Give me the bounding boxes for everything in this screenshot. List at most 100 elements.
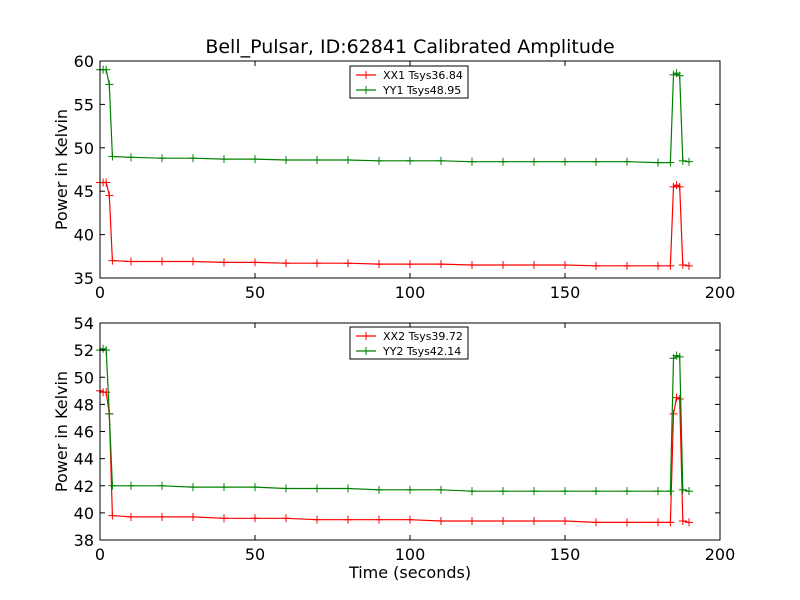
y-tick-label: 48	[74, 395, 94, 414]
data-point	[127, 512, 135, 521]
x-axis-label: Time (seconds)	[348, 563, 471, 582]
legend-label: XX1 Tsys36.84	[383, 69, 463, 82]
data-point	[678, 485, 687, 494]
data-point	[406, 260, 414, 269]
data-point	[678, 260, 687, 269]
data-point	[375, 485, 383, 494]
data-point	[654, 518, 662, 527]
data-point	[675, 394, 684, 403]
y-tick-label: 40	[74, 226, 94, 245]
data-point	[678, 517, 687, 526]
data-point	[158, 512, 166, 521]
y-tick-label: 54	[74, 314, 94, 333]
x-tick-label: 200	[705, 283, 736, 302]
data-point	[561, 487, 569, 496]
data-point	[499, 487, 507, 496]
x-tick-label: 0	[95, 545, 105, 564]
data-point	[127, 257, 135, 266]
legend-item-2: YY1 Tsys48.95	[356, 84, 461, 97]
data-point	[530, 487, 538, 496]
data-point	[108, 152, 117, 161]
data-point	[654, 158, 662, 167]
data-point	[437, 517, 445, 526]
data-point	[158, 154, 166, 163]
y-tick-label: 40	[74, 504, 94, 523]
legend-item-1: XX1 Tsys36.84	[356, 69, 463, 82]
data-point	[666, 261, 675, 270]
data-point	[344, 259, 352, 268]
y-tick-label: 46	[74, 423, 94, 442]
data-point	[105, 409, 114, 418]
data-point	[406, 485, 414, 494]
y-tick-label: 52	[74, 341, 94, 360]
data-point	[105, 191, 114, 200]
series-2	[96, 344, 693, 496]
legend-item-1: XX2 Tsys39.72	[356, 330, 463, 343]
data-point	[675, 352, 684, 361]
data-point	[158, 257, 166, 266]
y-tick-label: 38	[74, 531, 94, 550]
y-axis-label: Power in Kelvin	[52, 371, 71, 492]
data-point	[220, 258, 228, 267]
y-tick-label: 42	[74, 477, 94, 496]
data-point	[623, 157, 631, 166]
data-point	[592, 487, 600, 496]
data-point	[685, 487, 693, 496]
data-point	[468, 487, 476, 496]
data-point	[108, 481, 117, 490]
x-tick-label: 100	[395, 283, 426, 302]
data-point	[468, 157, 476, 166]
data-point	[108, 256, 117, 265]
data-point	[675, 182, 684, 191]
data-point	[592, 157, 600, 166]
legend-box	[349, 65, 469, 99]
data-point	[344, 484, 352, 493]
legend-label: XX2 Tsys39.72	[383, 330, 463, 343]
data-point	[468, 517, 476, 526]
data-point	[375, 156, 383, 165]
data-point	[344, 155, 352, 164]
subplot-1: 0 50 100 150 200 35 40 45 50 55 60 Power in Kelvin X…	[52, 52, 735, 302]
data-point	[437, 156, 445, 165]
data-point	[530, 157, 538, 166]
y-tick-label: 35	[74, 269, 94, 288]
series-layer	[96, 65, 693, 270]
legend-box	[349, 326, 469, 360]
x-tick-label: 100	[395, 545, 426, 564]
data-point	[437, 485, 445, 494]
legend: XX1 Tsys36.84 YY1 Tsys48.95	[349, 65, 469, 99]
legend-label: YY2 Tsys42.14	[382, 345, 461, 358]
data-point	[654, 261, 662, 270]
data-point	[654, 487, 662, 496]
x-tick-label: 150	[550, 545, 581, 564]
data-point	[678, 156, 687, 165]
data-point	[251, 514, 259, 523]
plots-layer: 0 50 100 150 200 35 40 45 50 55 60 Power in Kelvin X…	[52, 52, 735, 564]
data-point	[105, 80, 114, 89]
data-point	[189, 512, 197, 521]
data-point	[282, 259, 290, 268]
data-point	[102, 65, 111, 74]
y-tick-label: 45	[74, 182, 94, 201]
y-tick-label: 50	[74, 139, 94, 158]
data-point	[127, 481, 135, 490]
series-layer	[96, 344, 693, 527]
data-point	[127, 153, 135, 162]
data-point	[189, 154, 197, 163]
subplot-2: 0 50 100 150 200 38 40 42 44 46 48 50 52 54 Power in K…	[52, 314, 735, 564]
data-point	[561, 517, 569, 526]
x-tick-label: 200	[705, 545, 736, 564]
data-point	[375, 515, 383, 524]
data-point	[189, 483, 197, 492]
data-point	[685, 261, 693, 270]
x-tick-label: 50	[245, 283, 265, 302]
data-point	[313, 155, 321, 164]
data-point	[313, 484, 321, 493]
data-point	[344, 515, 352, 524]
data-point	[499, 157, 507, 166]
series-1	[96, 386, 693, 527]
data-point	[666, 518, 675, 527]
y-tick-label: 50	[74, 368, 94, 387]
data-point	[102, 388, 111, 397]
